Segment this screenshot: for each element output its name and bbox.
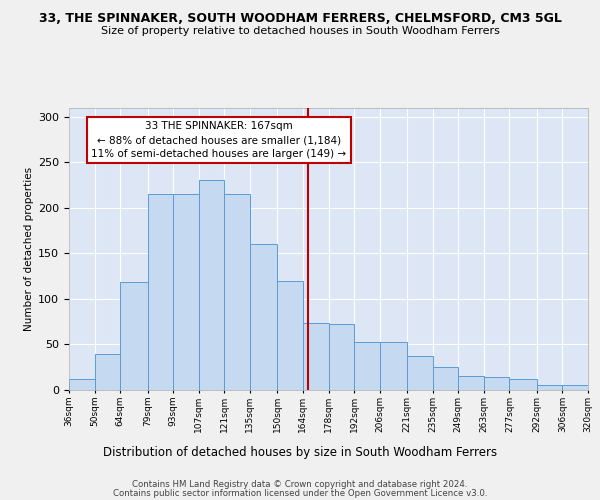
Bar xyxy=(250,244,277,390)
Text: Size of property relative to detached houses in South Woodham Ferrers: Size of property relative to detached ho… xyxy=(101,26,499,36)
Bar xyxy=(407,356,433,390)
Y-axis label: Number of detached properties: Number of detached properties xyxy=(24,166,34,331)
Bar xyxy=(329,324,354,390)
Bar xyxy=(537,386,562,390)
Bar xyxy=(224,194,250,390)
Text: Distribution of detached houses by size in South Woodham Ferrers: Distribution of detached houses by size … xyxy=(103,446,497,459)
Bar xyxy=(380,342,407,390)
Bar xyxy=(484,377,509,390)
Text: Contains HM Land Registry data © Crown copyright and database right 2024.: Contains HM Land Registry data © Crown c… xyxy=(132,480,468,489)
Bar xyxy=(173,194,199,390)
Bar xyxy=(148,194,173,390)
Bar xyxy=(458,376,484,390)
Bar xyxy=(120,282,148,390)
Text: Contains public sector information licensed under the Open Government Licence v3: Contains public sector information licen… xyxy=(113,488,487,498)
Bar xyxy=(509,379,537,390)
Bar xyxy=(303,324,329,390)
Text: 33, THE SPINNAKER, SOUTH WOODHAM FERRERS, CHELMSFORD, CM3 5GL: 33, THE SPINNAKER, SOUTH WOODHAM FERRERS… xyxy=(38,12,562,26)
Bar xyxy=(69,379,95,390)
Text: 33 THE SPINNAKER: 167sqm
← 88% of detached houses are smaller (1,184)
11% of sem: 33 THE SPINNAKER: 167sqm ← 88% of detach… xyxy=(91,121,346,159)
Bar xyxy=(433,367,458,390)
Bar xyxy=(562,386,588,390)
Bar xyxy=(354,342,380,390)
Bar xyxy=(277,280,303,390)
Bar xyxy=(199,180,224,390)
Bar xyxy=(95,354,120,390)
